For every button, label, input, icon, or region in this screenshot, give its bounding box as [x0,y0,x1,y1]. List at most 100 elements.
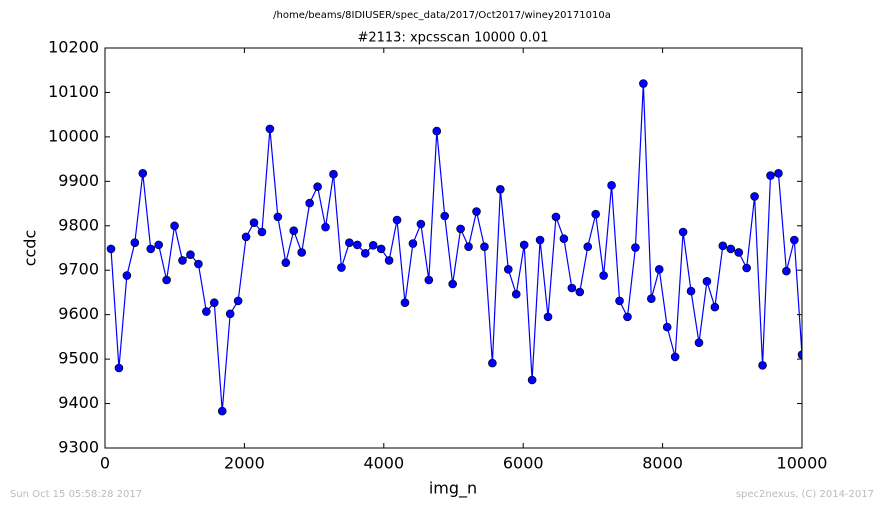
data-point [432,126,442,136]
data-point [702,277,712,286]
data-point [273,212,283,222]
data-point [503,265,513,274]
data-point [281,258,291,267]
data-point [408,239,418,248]
data-point [448,279,457,289]
series-line [110,83,802,412]
data-point [186,250,195,259]
data-point [543,312,553,322]
data-point [567,283,577,293]
data-point [384,256,394,265]
data-point [424,275,434,285]
chart-title: #2113: xpcsscan 10000 0.01 [357,31,548,46]
data-point [313,182,322,191]
data-point [464,242,473,251]
data-point [289,226,299,235]
data-point [257,227,267,237]
data-point [472,207,481,216]
data-point [202,307,211,316]
data-point [583,242,593,251]
data-point [782,266,791,276]
data-point [138,169,148,178]
data-point [376,244,386,254]
data-point [519,240,529,250]
data-point [623,312,632,322]
data-point [106,244,116,254]
data-point [527,375,537,385]
data-point [511,289,521,299]
y-tick-label: 9400 [58,393,99,412]
y-tick-label: 9800 [58,215,99,234]
data-point [194,259,203,269]
data-point [607,181,616,190]
data-point [758,361,767,370]
data-point [241,232,251,242]
data-point [345,238,354,247]
footer-timestamp: Sun Oct 15 05:58:28 2017 [10,489,142,500]
data-point [209,298,219,307]
y-tick-label: 9900 [58,171,99,190]
data-point [615,296,624,306]
data-point [456,224,465,234]
data-point [114,363,124,373]
data-point [368,241,378,250]
y-tick-label: 9300 [58,438,99,457]
data-point [321,222,330,232]
data-point [392,215,402,225]
x-tick-label: 2000 [224,454,265,473]
data-point [329,169,338,179]
data-point [122,271,132,280]
y-axis-label: ccdc [21,230,40,267]
data-point [233,296,243,306]
y-tick-label: 10200 [48,38,99,57]
x-tick-label: 8000 [642,454,683,473]
data-point [154,240,163,250]
data-point [360,249,370,258]
data-point [162,275,171,285]
data-point [440,211,450,221]
data-point [400,298,410,307]
footer-credit: spec2nexus, (C) 2014-2017 [736,489,874,500]
data-point [710,302,720,312]
data-point [639,79,648,88]
data-point [575,287,585,297]
y-tick-label: 9500 [58,349,99,368]
data-point [353,240,362,250]
data-point [797,350,802,359]
data-point [774,169,783,178]
data-point [225,309,235,319]
data-point [170,221,179,231]
plot-frame [104,47,803,449]
data-point [647,294,656,303]
data-point [742,263,751,273]
data-point [178,256,187,265]
data-point [670,352,680,362]
data-point [130,238,140,247]
data-point [734,248,744,257]
x-tick-label: 4000 [363,454,404,473]
x-tick-label: 10000 [777,454,828,473]
data-point [535,235,545,245]
data-point [416,219,426,229]
data-point [217,406,227,416]
data-point [790,235,799,245]
suptitle: /home/beams/8IDIUSER/spec_data/2017/Oct2… [273,10,611,21]
y-tick-label: 10100 [48,82,99,101]
data-point [297,248,306,257]
y-tick-label: 9600 [58,304,99,323]
data-point [662,322,672,332]
data-point [265,124,275,134]
y-tick-label: 9700 [58,260,99,279]
data-point [631,243,640,252]
data-point [146,244,156,254]
data-point [766,171,775,180]
x-tick-label: 6000 [503,454,544,473]
data-point [591,209,600,219]
data-point [480,242,489,251]
y-tick-label: 10000 [48,126,99,145]
data-point [726,244,736,254]
data-point [488,358,497,368]
data-point [750,192,759,201]
